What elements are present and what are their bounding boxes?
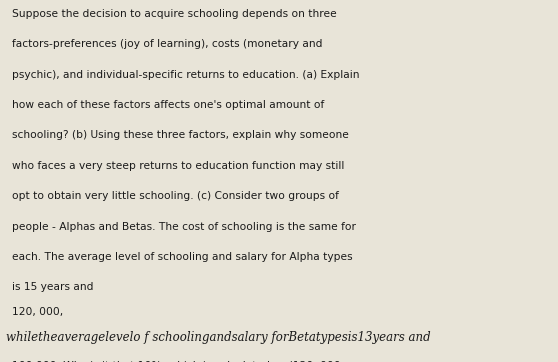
Text: Suppose the decision to acquire schooling depends on three: Suppose the decision to acquire schoolin… bbox=[12, 9, 337, 19]
Text: 120, 000,: 120, 000, bbox=[12, 307, 64, 317]
Text: factors-preferences (joy of learning), costs (monetary and: factors-preferences (joy of learning), c… bbox=[12, 39, 323, 49]
Text: schooling? (b) Using these three factors, explain why someone: schooling? (b) Using these three factors… bbox=[12, 130, 349, 140]
Text: people - Alphas and Betas. The cost of schooling is the same for: people - Alphas and Betas. The cost of s… bbox=[12, 222, 356, 232]
Text: opt to obtain very little schooling. (c) Consider two groups of: opt to obtain very little schooling. (c)… bbox=[12, 191, 339, 201]
Text: is 15 years and: is 15 years and bbox=[12, 282, 94, 292]
Text: how each of these factors affects one's optimal amount of: how each of these factors affects one's … bbox=[12, 100, 325, 110]
Text: who faces a very steep returns to education function may still: who faces a very steep returns to educat… bbox=[12, 161, 345, 171]
Text: psychic), and individual-specific returns to education. (a) Explain: psychic), and individual-specific return… bbox=[12, 70, 360, 80]
Text: each. The average level of schooling and salary for Alpha types: each. The average level of schooling and… bbox=[12, 252, 353, 262]
Text: whiletheaveragelevelo f schoolingandsalary forBetatypesis13years and: whiletheaveragelevelo f schoolingandsala… bbox=[6, 331, 430, 344]
Text: 100,000. Why is it that 10%, which is calculated as (120, 000−: 100,000. Why is it that 10%, which is ca… bbox=[12, 361, 350, 362]
